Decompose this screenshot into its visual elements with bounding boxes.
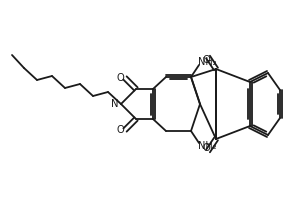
- Text: O: O: [202, 55, 210, 65]
- Text: O: O: [202, 143, 210, 153]
- Text: N: N: [111, 99, 119, 109]
- Text: O: O: [116, 73, 124, 83]
- Text: O: O: [116, 125, 124, 135]
- Text: NH₂: NH₂: [198, 57, 216, 67]
- Text: NH₂: NH₂: [198, 141, 216, 151]
